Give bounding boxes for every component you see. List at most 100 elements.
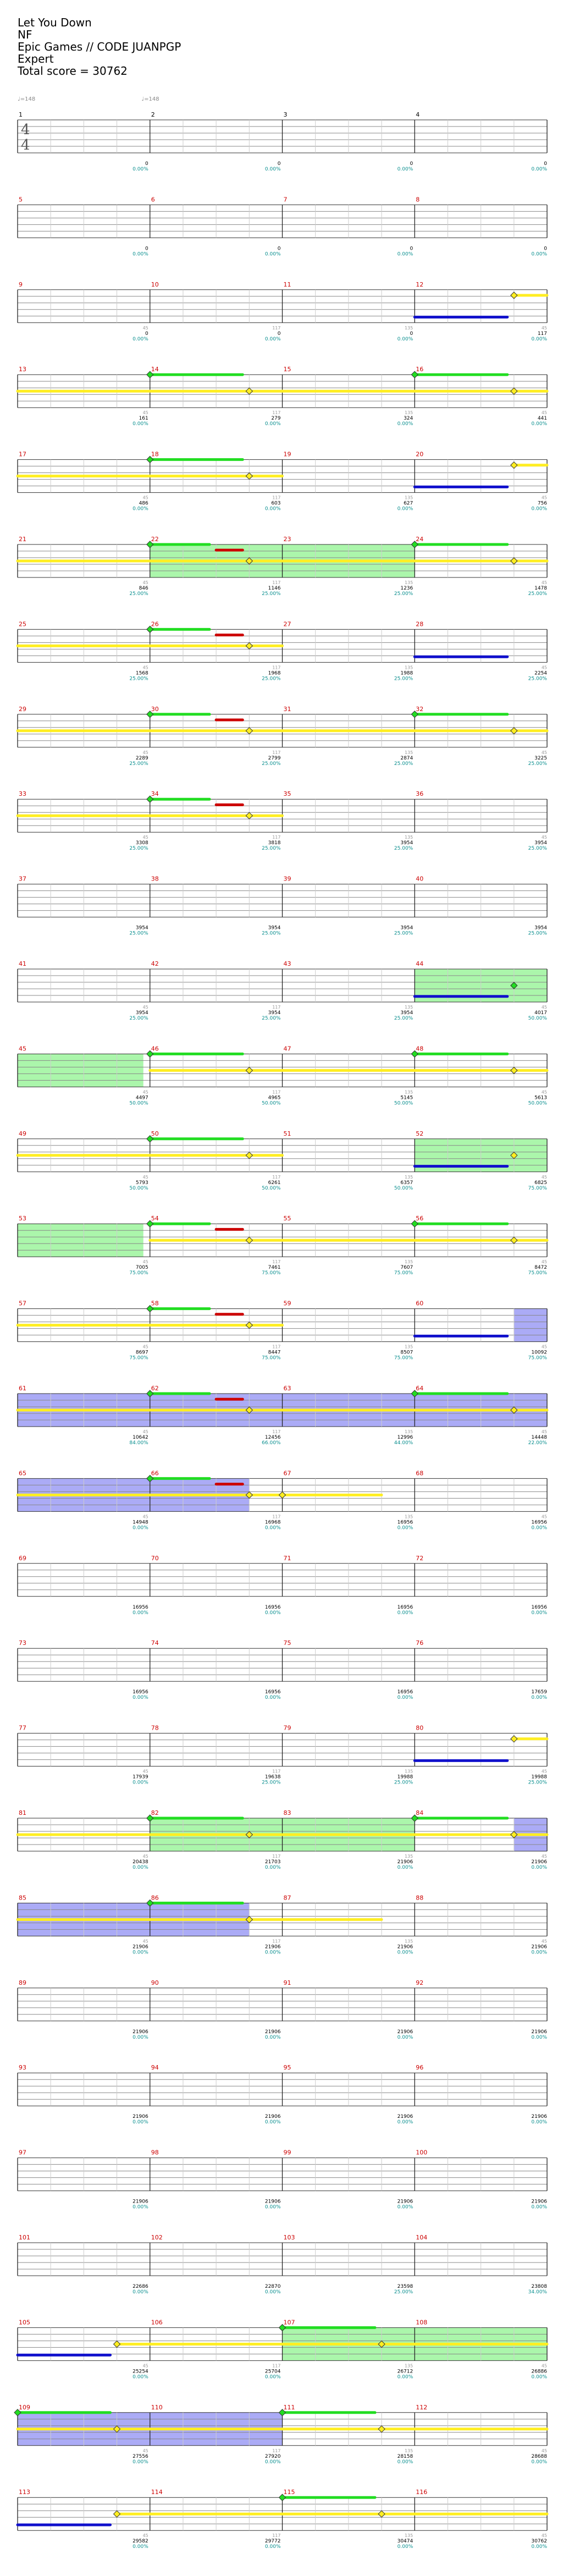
measure-percent: 0.00% [133, 1525, 148, 1531]
staff-system [16, 1390, 549, 1427]
measure-percent: 25.00% [129, 591, 148, 597]
measure-score: 8507 [400, 1350, 413, 1356]
lane-label: 45 [143, 496, 148, 500]
measure-percent: 0.00% [265, 2289, 281, 2295]
measure-percent: 0.00% [398, 2035, 413, 2040]
measure-number: 26 [151, 620, 159, 628]
note-head [146, 1814, 154, 1822]
lane-label: 117 [272, 2533, 280, 2538]
time-signature-top: 4 [21, 122, 30, 138]
measure-percent: 0.00% [265, 251, 281, 257]
measure-number: 84 [416, 1809, 423, 1817]
lane-label: 135 [405, 326, 413, 331]
note-head [245, 1406, 253, 1414]
lane-label: 117 [272, 1514, 280, 1519]
measure-score: 1568 [136, 670, 148, 676]
measure-score: 21906 [531, 1944, 547, 1950]
measure-score: 16956 [531, 1520, 547, 1525]
measure-number: 24 [416, 536, 423, 543]
measure-number: 103 [284, 2234, 295, 2241]
measure-number: 61 [19, 1385, 26, 1392]
measure-number: 52 [416, 1130, 423, 1137]
measure-percent: 0.00% [398, 167, 413, 172]
measure-percent: 0.00% [265, 2544, 281, 2550]
measure-score: 279 [271, 416, 280, 421]
measure-number: 58 [151, 1300, 159, 1307]
measure-number: 40 [416, 876, 423, 883]
staff-system [17, 2242, 548, 2276]
note-head [245, 557, 253, 565]
measure-percent: 0.00% [398, 2374, 413, 2380]
measure-percent: 34.00% [528, 2289, 548, 2295]
measure-percent: 0.00% [133, 337, 148, 342]
note-head [510, 1236, 518, 1244]
measure-percent: 25.00% [528, 761, 548, 767]
measure-number: 112 [416, 2404, 427, 2411]
measure-percent: 75.00% [528, 1356, 548, 1361]
measure-score: 21906 [265, 2114, 281, 2120]
measure-score: 1146 [268, 586, 281, 591]
staff-system [17, 1733, 549, 1767]
measure-number: 78 [151, 1725, 159, 1732]
measure-score: 5145 [400, 1095, 413, 1100]
measure-percent: 0.00% [398, 507, 413, 512]
measure-score: 3818 [268, 840, 281, 846]
lane-label: 117 [272, 410, 280, 415]
measure-score: 0 [145, 246, 148, 251]
measure-percent: 75.00% [394, 1356, 413, 1361]
note-head [146, 455, 154, 464]
measure-score: 0 [278, 331, 281, 337]
measure-number: 37 [19, 876, 26, 883]
measure-score: 0 [278, 161, 281, 167]
measure-number: 90 [151, 1979, 159, 1986]
lane-label: 45 [143, 326, 148, 331]
staff-system [16, 1899, 548, 1936]
lane-label: 45 [143, 665, 148, 670]
measure-score: 25254 [133, 2369, 148, 2374]
measure-number: 73 [19, 1639, 26, 1647]
measure-score: 30474 [398, 2539, 413, 2544]
measure-score: 26886 [531, 2369, 547, 2374]
measure-percent: 0.00% [133, 2289, 148, 2295]
measure-score: 21906 [531, 1859, 547, 1865]
measure-score: 17939 [133, 1775, 148, 1780]
measure-percent: 25.00% [394, 1016, 413, 1021]
note-head [411, 371, 418, 378]
measure-number: 7 [284, 196, 288, 203]
measure-score: 16956 [398, 1520, 413, 1525]
lane-label: 135 [405, 1259, 413, 1264]
measure-percent: 0.00% [133, 2205, 148, 2210]
measure-score: 16968 [265, 1520, 281, 1525]
measure-percent: 0.00% [133, 1695, 148, 1700]
lane-label: 135 [405, 835, 413, 840]
lane-label: 135 [405, 410, 413, 415]
measure-percent: 0.00% [398, 2459, 413, 2465]
measure-number: 31 [284, 706, 291, 713]
measure-percent: 75.00% [528, 1186, 548, 1191]
lane-label: 45 [143, 1345, 148, 1350]
lane-label: 45 [542, 1429, 547, 1434]
measure-number: 8 [416, 196, 420, 203]
lane-label: 117 [272, 1769, 280, 1774]
measure-score: 6261 [268, 1180, 281, 1186]
note-head [510, 291, 518, 299]
measure-number: 42 [151, 960, 159, 967]
measure-percent: 0.00% [133, 1865, 148, 1870]
measure-score: 14448 [531, 1435, 547, 1440]
measure-number: 110 [151, 2404, 163, 2411]
measure-number: 12 [416, 281, 423, 288]
measure-score: 12456 [265, 1435, 281, 1440]
lane-label: 117 [272, 1854, 280, 1859]
measure-number: 48 [416, 1045, 423, 1052]
lane-label: 45 [542, 1345, 547, 1350]
measure-number: 108 [416, 2319, 427, 2326]
measure-percent: 25.00% [129, 846, 148, 851]
measure-number: 86 [151, 1894, 159, 1901]
lane-label: 117 [272, 2448, 280, 2453]
measure-percent: 0.00% [133, 1610, 148, 1616]
measure-percent: 25.00% [262, 931, 281, 937]
note-head [278, 1491, 286, 1499]
measure-score: 8697 [136, 1350, 148, 1356]
measure-percent: 0.00% [265, 1865, 281, 1870]
note-head [245, 812, 253, 819]
